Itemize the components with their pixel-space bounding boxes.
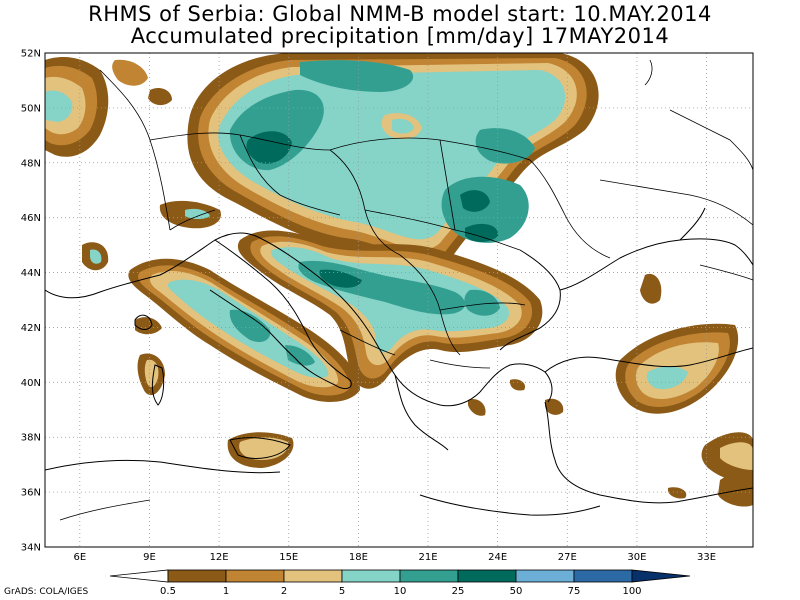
latitude-labels: 52N 50N 48N 46N 44N 42N 40N 38N 36N 34N xyxy=(21,49,41,554)
colorbar-label: 0.5 xyxy=(160,586,176,597)
precip-region-islands xyxy=(82,200,221,396)
lat-tick-label: 38N xyxy=(21,433,41,444)
lat-tick-label: 50N xyxy=(21,103,41,114)
lon-tick-label: 27E xyxy=(558,552,577,563)
lon-tick-label: 24E xyxy=(488,552,507,563)
map-title-line1: RHMS of Serbia: Global NMM-B model start… xyxy=(88,2,712,26)
lon-tick-label: 21E xyxy=(418,552,437,563)
colorbar-segment xyxy=(283,569,343,583)
colorbar-segment xyxy=(457,569,517,583)
colorbar-segment xyxy=(341,569,401,583)
colorbar-segment xyxy=(109,569,169,583)
precip-region-east xyxy=(468,273,753,507)
lat-tick-label: 44N xyxy=(21,268,41,279)
lon-tick-label: 15E xyxy=(279,552,298,563)
lon-tick-label: 6E xyxy=(73,552,86,563)
colorbar xyxy=(109,569,691,583)
coastlines-borders xyxy=(45,207,753,516)
plot-frame xyxy=(44,52,754,548)
grads-credit: GrADS: COLA/IGES xyxy=(4,587,89,597)
map-title-line2: Accumulated precipitation [mm/day] 17MAY… xyxy=(130,24,670,48)
colorbar-label: 2 xyxy=(281,586,287,597)
colorbar-label: 1 xyxy=(223,586,229,597)
lon-tick-label: 33E xyxy=(697,552,716,563)
lat-tick-label: 36N xyxy=(21,488,41,499)
precip-region-northwest xyxy=(45,57,172,157)
colorbar-segment xyxy=(225,569,285,583)
lat-tick-label: 52N xyxy=(21,49,41,60)
colorbar-label: 75 xyxy=(568,586,581,597)
colorbar-label: 10 xyxy=(394,586,407,597)
lat-tick-label: 40N xyxy=(21,378,41,389)
colorbar-segment xyxy=(167,569,227,583)
lat-tick-label: 42N xyxy=(21,323,41,334)
lon-tick-label: 30E xyxy=(627,552,646,563)
colorbar-segment xyxy=(631,569,691,583)
colorbar-segment xyxy=(573,569,633,583)
colorbar-label: 5 xyxy=(339,586,345,597)
lat-tick-label: 48N xyxy=(21,158,41,169)
colorbar-labels: 0.5 1 2 5 10 25 50 75 100 xyxy=(160,586,642,597)
political-borders xyxy=(59,59,753,521)
colorbar-segment xyxy=(399,569,459,583)
colorbar-label: 50 xyxy=(510,586,523,597)
precip-region-italy-balkans xyxy=(128,230,543,402)
colorbar-label: 100 xyxy=(622,586,641,597)
lat-tick-label: 46N xyxy=(21,213,41,224)
lon-tick-label: 12E xyxy=(210,552,229,563)
lat-tick-label: 34N xyxy=(21,543,41,554)
longitude-labels: 6E 9E 12E 15E 18E 21E 24E 27E 30E 33E xyxy=(73,552,716,563)
lon-tick-label: 18E xyxy=(349,552,368,563)
colorbar-segment xyxy=(515,569,575,583)
lon-tick-label: 9E xyxy=(143,552,156,563)
colorbar-label: 25 xyxy=(452,586,465,597)
